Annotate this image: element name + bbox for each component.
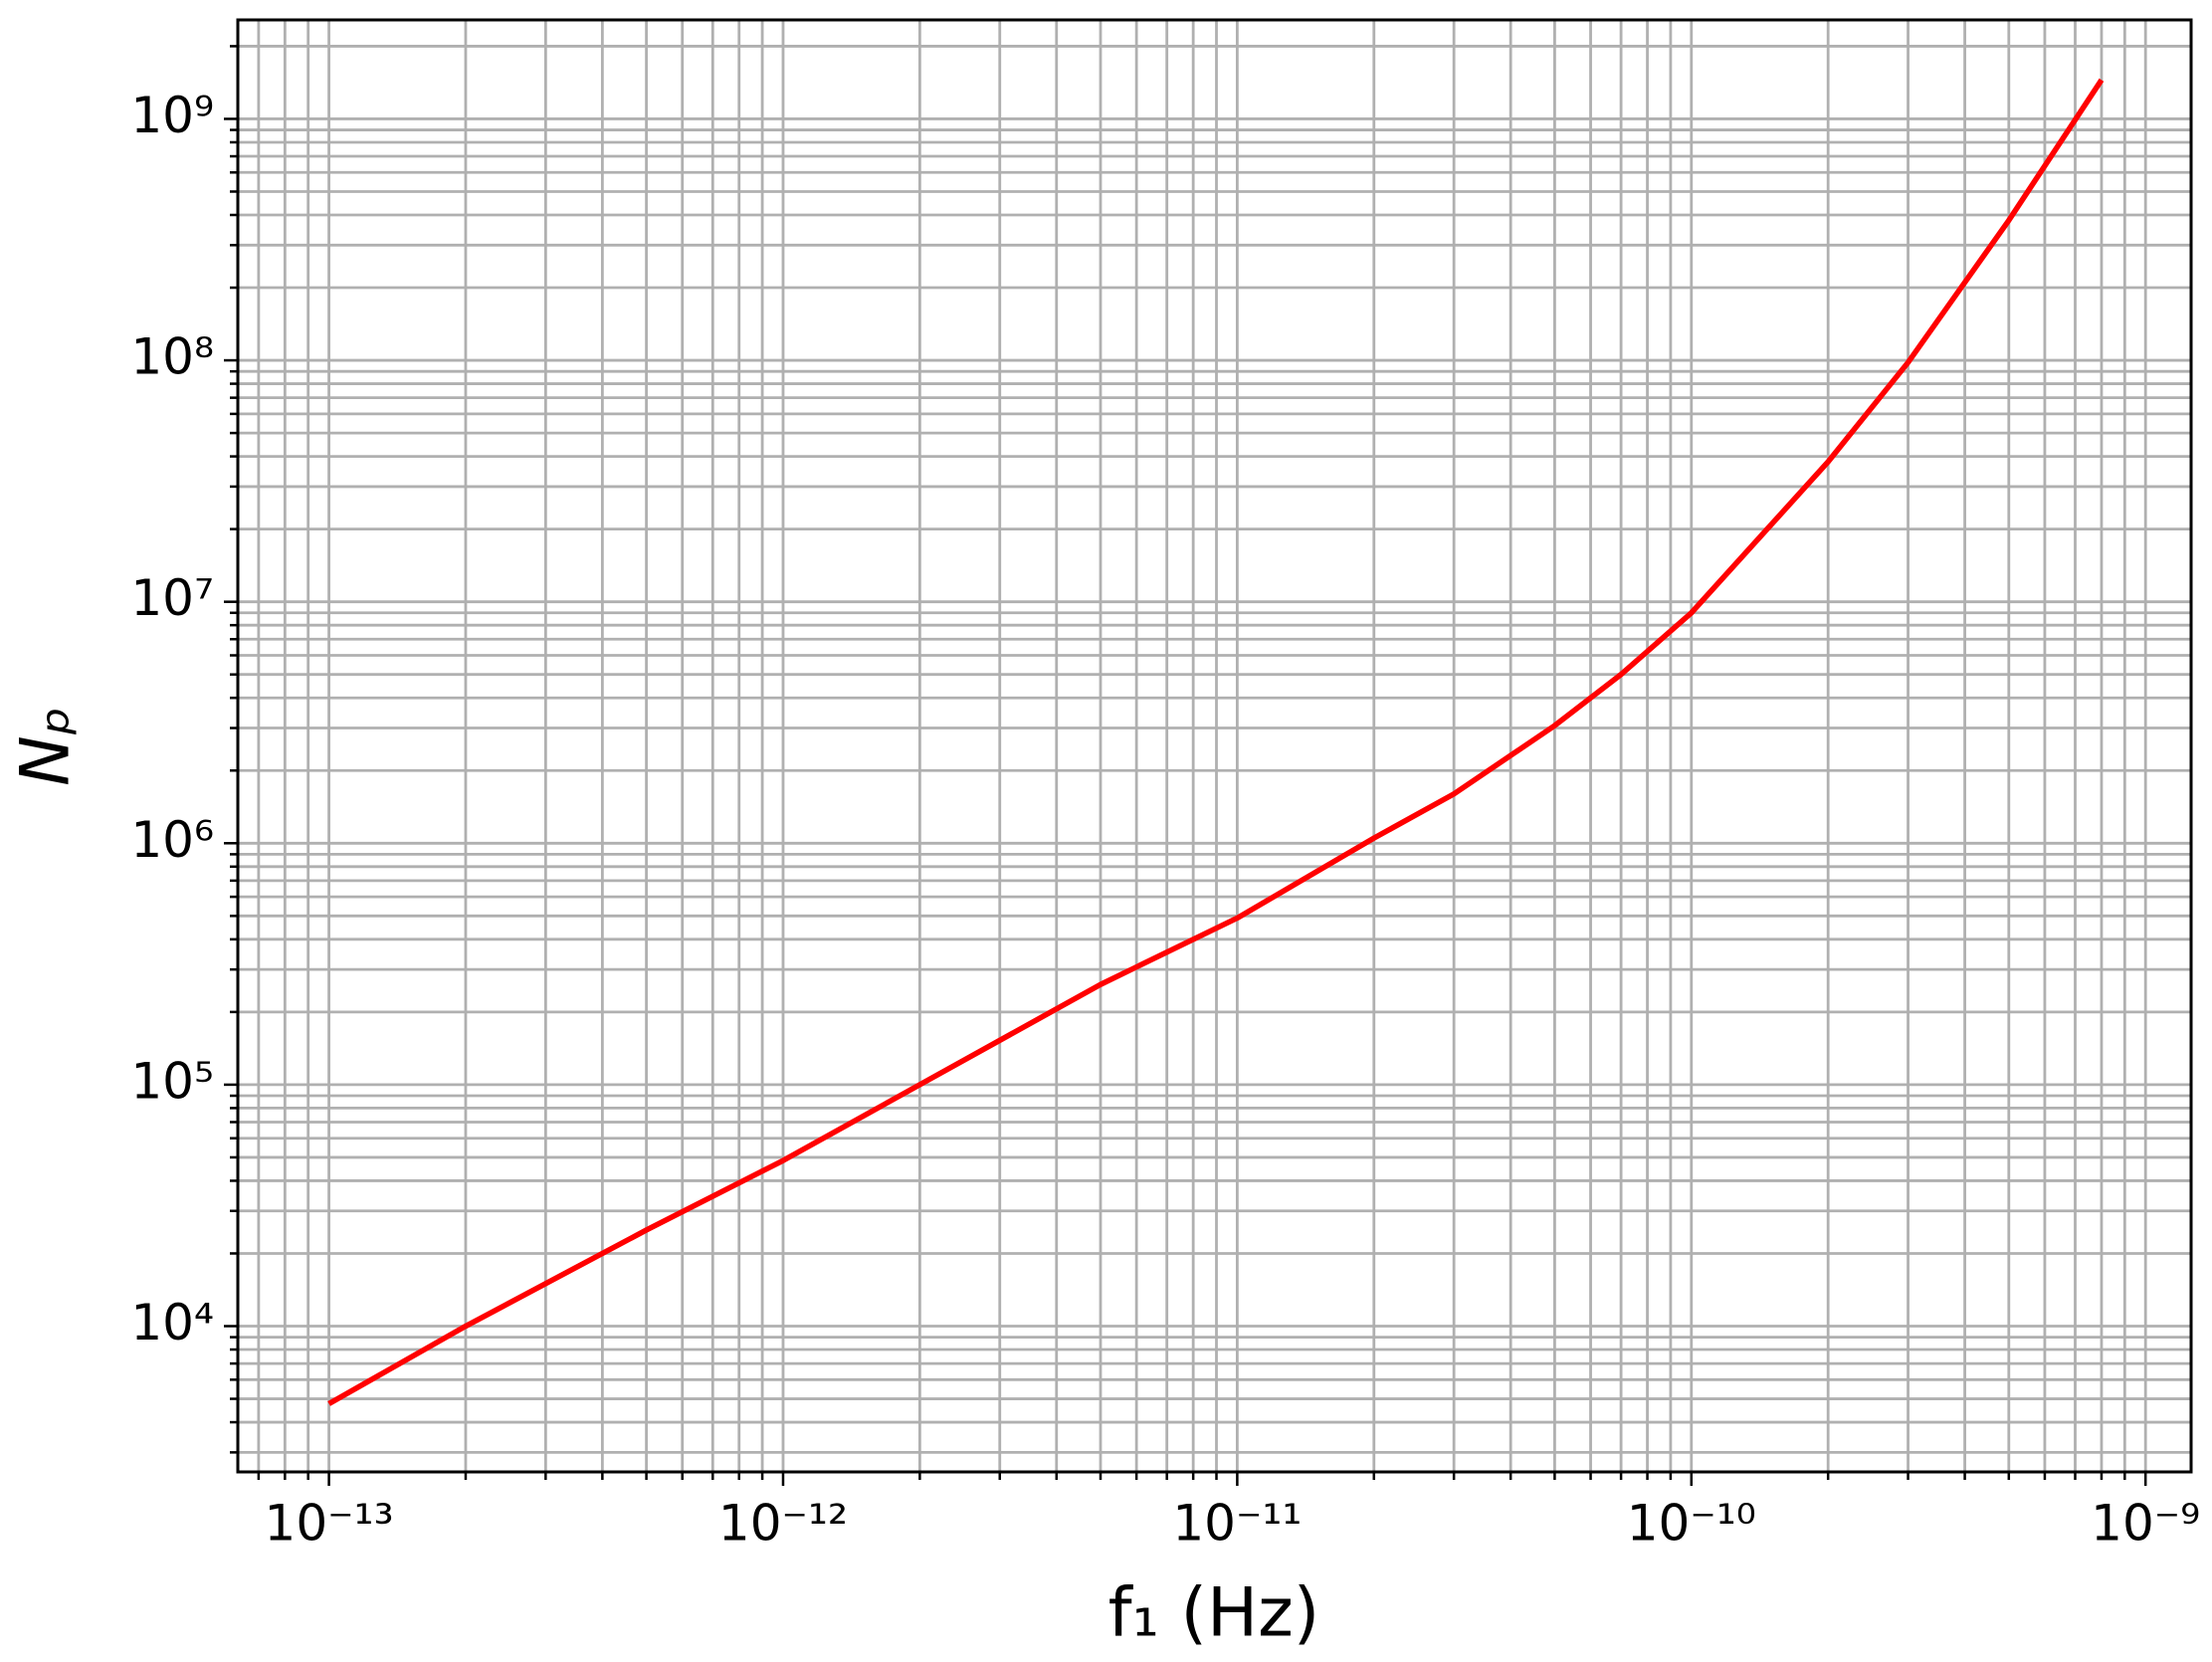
x-tick-label: 10⁻¹¹ [1172, 1495, 1302, 1553]
y-axis-label: Nₚ [7, 707, 86, 786]
x-tick-label: 10⁻¹⁰ [1627, 1495, 1756, 1553]
y-tick-label: 10⁹ [130, 87, 214, 144]
x-tick-label: 10⁻⁹ [2091, 1495, 2200, 1553]
plot-frame [236, 18, 2193, 1474]
y-tick-label: 10⁵ [130, 1052, 214, 1110]
x-tick-label: 10⁻¹³ [265, 1495, 394, 1553]
y-tick-label: 10⁸ [130, 328, 214, 386]
x-tick-label: 10⁻¹² [718, 1495, 848, 1553]
x-axis-label: f₁ (Hz) [1108, 1574, 1320, 1653]
line [327, 78, 2105, 1406]
y-tick-label: 10⁴ [130, 1294, 214, 1351]
y-tick-label: 10⁶ [130, 811, 214, 869]
y-tick-label: 10⁷ [130, 569, 214, 627]
